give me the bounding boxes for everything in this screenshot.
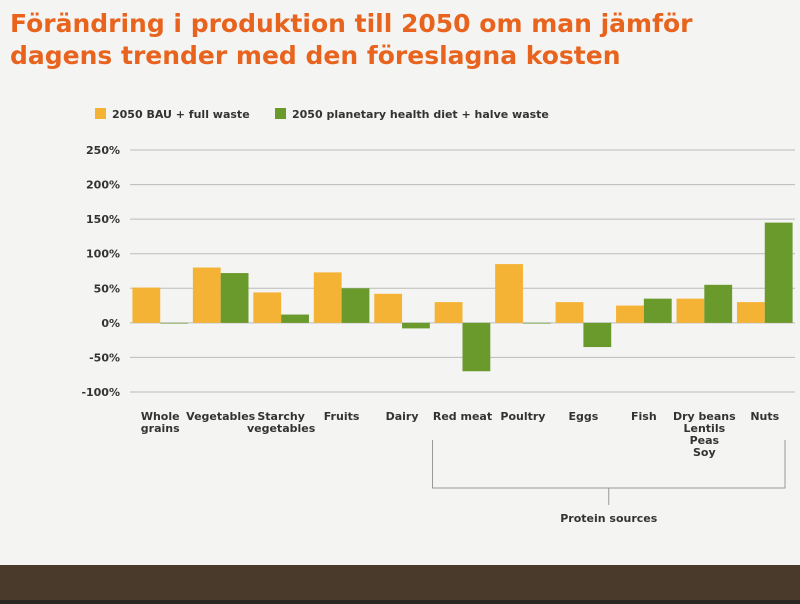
bar [313,272,342,323]
plot: -100% -50% 0% 50% 100% 150% 200% 250% 2050 BAU +… [81,108,795,525]
bar [341,288,370,323]
y-tick-label: 150% [86,213,120,226]
bar [281,314,309,323]
legend-swatch [95,108,106,119]
bar [192,267,221,323]
bar [522,322,551,324]
x-tick-label: Red meat [433,410,492,423]
bar [220,273,249,323]
y-tick-label: -100% [81,386,120,399]
bar [132,287,161,323]
bar [434,302,463,323]
floor [0,565,800,600]
x-tick-label: Vegetables [186,410,255,423]
title-box: Förändring i produktion till 2050 om man… [10,9,693,70]
y-tick-label: 0% [101,317,120,330]
legend-label: 2050 BAU + full waste [112,108,250,121]
bar [583,322,612,348]
y-tick-label: 200% [86,179,120,192]
bar [374,293,403,323]
y-tick-label: 100% [86,248,120,261]
bar [616,305,644,323]
bar [643,298,672,323]
slide-background [0,0,800,565]
chart-title: Förändring i produktion till 2050 om man… [10,9,693,70]
x-tick-label: Dry beans [673,410,736,423]
bar [462,322,491,372]
bracket [432,440,786,505]
bar [704,284,733,323]
bar [160,322,189,324]
x-tick-label: Dairy [386,410,419,423]
y-tick-label: 50% [94,282,120,295]
x-tick-label: Soy [693,446,716,459]
x-tick-label: Peas [690,434,720,447]
x-tick-label: vegetables [247,422,316,435]
bar [676,298,705,323]
x-tick-label: Poultry [500,410,545,423]
x-tick-label: Whole [141,410,180,423]
bar [555,302,584,323]
x-tick-label: Fish [631,410,657,423]
bar [736,302,765,323]
annotation: Protein sources [560,512,658,525]
x-tick-label: Eggs [569,410,599,423]
x-tick-label: Lentils [683,422,725,435]
bar [253,292,282,323]
bar [764,222,793,323]
legend-label: 2050 planetary health diet + halve waste [292,108,549,121]
x-tick-label: Nuts [750,410,779,423]
x-tick-label: grains [141,422,180,435]
y-tick-label: -50% [89,351,120,364]
bar [495,264,523,323]
y-tick-label: 250% [86,144,120,157]
bar [402,322,430,329]
x-tick-label: Starchy [257,410,305,423]
x-tick-label: Fruits [324,410,360,423]
legend-swatch [275,108,286,119]
